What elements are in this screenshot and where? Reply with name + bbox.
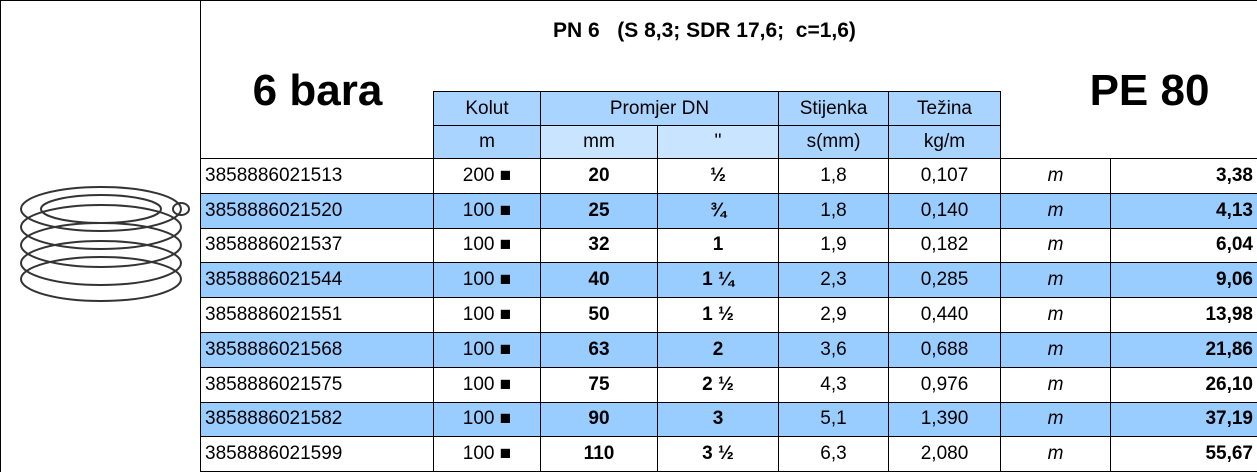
table-cell: 1,9 [778, 228, 889, 264]
table-cell: 32 [540, 228, 658, 264]
pressure: 6 bara [201, 63, 434, 119]
table-cell: m [1000, 158, 1111, 194]
page: PN 6 (S 8,3; SDR 17,6; c=1,6) 6 bara PE … [0, 0, 1257, 472]
table-cell: 6,04 [1110, 228, 1257, 264]
table-cell: 21,86 [1110, 332, 1257, 368]
coil-icon [16, 179, 196, 319]
table-cell: ¾ [657, 193, 779, 229]
table-cell: 0,107 [888, 158, 1001, 194]
table-cell: 2,9 [778, 297, 889, 333]
table-cell: 63 [540, 332, 658, 368]
table-cell: ½ [657, 158, 779, 194]
table-cell: m [1000, 193, 1111, 229]
unit-header: kg/m [888, 125, 1001, 159]
table-cell: 100 ■ [433, 367, 541, 403]
table-cell: 3 [657, 402, 779, 438]
unit-header: m [433, 125, 541, 159]
table-cell: 55,67 [1110, 436, 1257, 472]
unit-header: s(mm) [778, 125, 889, 159]
table-cell: 3858886021551 [200, 297, 434, 333]
table-cell: 0,140 [888, 193, 1001, 229]
table-cell: 3858886021537 [200, 228, 434, 264]
table-cell: 0,440 [888, 297, 1001, 333]
table-cell: 2 [657, 332, 779, 368]
table-cell: 100 ■ [433, 332, 541, 368]
unit-header: mm [540, 125, 658, 159]
table-cell: 0,182 [888, 228, 1001, 264]
table-cell: 3858886021513 [200, 158, 434, 194]
table-cell: 9,06 [1110, 262, 1257, 298]
table-cell: m [1000, 297, 1111, 333]
table-cell: 2,080 [888, 436, 1001, 472]
table-cell: 20 [540, 158, 658, 194]
table-cell: 100 ■ [433, 193, 541, 229]
table-cell: 0,285 [888, 262, 1001, 298]
table-cell: 3858886021520 [200, 193, 434, 229]
table-cell: 37,19 [1110, 402, 1257, 438]
table-cell: 40 [540, 262, 658, 298]
table-cell: 1 ¼ [657, 262, 779, 298]
table-cell: m [1000, 367, 1111, 403]
table-cell: m [1000, 402, 1111, 438]
table-cell: 0,688 [888, 332, 1001, 368]
table-cell: 100 ■ [433, 228, 541, 264]
table-cell: 0,976 [888, 367, 1001, 403]
table-cell: 1,390 [888, 402, 1001, 438]
table-cell: 2 ½ [657, 367, 779, 403]
table-cell: m [1000, 228, 1111, 264]
table-cell: m [1000, 436, 1111, 472]
table-cell: 13,98 [1110, 297, 1257, 333]
table-cell: 3858886021544 [200, 262, 434, 298]
table-cell: 3858886021575 [200, 367, 434, 403]
table-cell: 90 [540, 402, 658, 438]
table-cell: 1,8 [778, 158, 889, 194]
table-cell: 1 [657, 228, 779, 264]
table-cell: 3858886021599 [200, 436, 434, 472]
table-cell: 3,38 [1110, 158, 1257, 194]
column-header: Promjer DN [540, 91, 779, 126]
column-header: Kolut [433, 91, 541, 126]
table-cell: 100 ■ [433, 297, 541, 333]
table-cell: 3 ½ [657, 436, 779, 472]
table-cell: 4,13 [1110, 193, 1257, 229]
table-cell: 100 ■ [433, 436, 541, 472]
table-cell: 100 ■ [433, 402, 541, 438]
table-cell: 25 [540, 193, 658, 229]
material: PE 80 [1041, 63, 1257, 119]
column-header: Težina [888, 91, 1001, 126]
table-cell: 50 [540, 297, 658, 333]
table-cell: 2,3 [778, 262, 889, 298]
table-cell: 3858886021582 [200, 402, 434, 438]
table-cell: 75 [540, 367, 658, 403]
table-cell: 1,8 [778, 193, 889, 229]
table-cell: 100 ■ [433, 262, 541, 298]
table-cell: m [1000, 332, 1111, 368]
table-cell: 3,6 [778, 332, 889, 368]
table-cell: 110 [540, 436, 658, 472]
table-cell: m [1000, 262, 1111, 298]
table-cell: 6,3 [778, 436, 889, 472]
table-cell: 5,1 [778, 402, 889, 438]
unit-header: '' [657, 125, 779, 159]
table-cell: 200 ■ [433, 158, 541, 194]
table-cell: 4,3 [778, 367, 889, 403]
column-header: Stijenka [778, 91, 889, 126]
table-cell: 26,10 [1110, 367, 1257, 403]
table-cell: 3858886021568 [200, 332, 434, 368]
table-cell: 1 ½ [657, 297, 779, 333]
